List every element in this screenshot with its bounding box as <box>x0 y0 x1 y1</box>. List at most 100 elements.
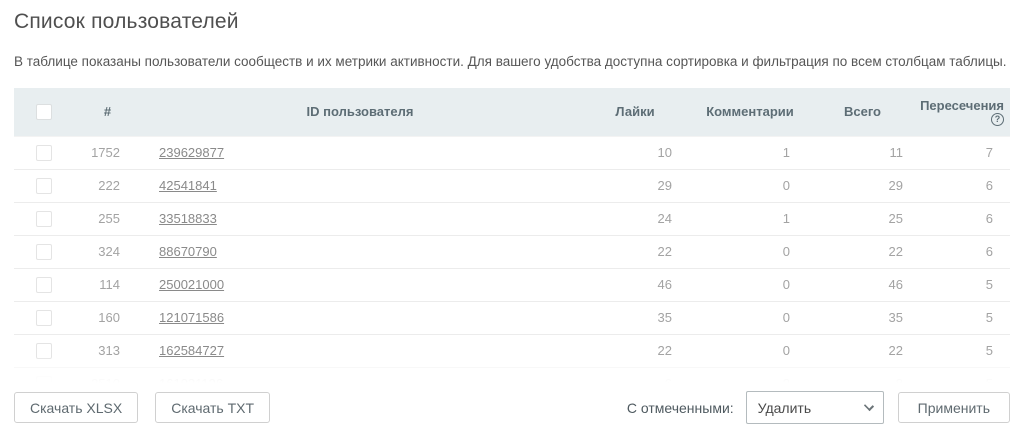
total-value: 29 <box>810 169 915 203</box>
intersections-value: 5 <box>915 268 1010 302</box>
user-id-link[interactable]: 250021000 <box>159 277 225 292</box>
total-value: 25 <box>810 202 915 236</box>
row-checkbox-cell <box>14 135 75 170</box>
user-id-cell: 121071586 <box>140 301 580 335</box>
intersections-value: 7 <box>915 135 1010 170</box>
column-header-comments[interactable]: Комментарии <box>690 88 810 136</box>
user-id-cell: 42541841 <box>140 169 580 203</box>
user-id-cell: 162584727 <box>140 334 580 368</box>
row-checkbox-cell <box>14 334 75 368</box>
row-number: 324 <box>75 235 140 269</box>
user-id-cell: 33518833 <box>140 202 580 236</box>
row-checkbox[interactable] <box>36 144 52 161</box>
comments-value: 0 <box>690 169 810 203</box>
row-number: 313 <box>75 334 140 368</box>
apply-button[interactable]: Применить <box>897 392 1010 423</box>
intersections-value: 5 <box>915 367 1010 383</box>
user-id-link[interactable]: 239629877 <box>159 145 225 160</box>
user-id-cell: 88670790 <box>140 235 580 269</box>
comments-value: 1 <box>690 135 810 170</box>
table-body: 1752 239629877 10 1 11 7 222 42541841 29… <box>14 135 1010 383</box>
select-all-cell <box>14 88 75 136</box>
table-row: 2510 161921136 6 2 8 5 <box>14 367 1010 383</box>
total-value: 35 <box>810 301 915 335</box>
user-id-link[interactable]: 42541841 <box>159 178 217 193</box>
comments-value: 1 <box>690 202 810 236</box>
select-all-checkbox[interactable] <box>36 104 52 121</box>
likes-value: 6 <box>580 367 690 383</box>
table-header: # ID пользователя Лайки Комментарии Всег… <box>14 88 1010 136</box>
column-header-number[interactable]: # <box>75 88 140 136</box>
total-value: 46 <box>810 268 915 302</box>
users-table: # ID пользователя Лайки Комментарии Всег… <box>14 88 1010 383</box>
intersections-value: 5 <box>915 301 1010 335</box>
comments-value: 0 <box>690 301 810 335</box>
likes-value: 22 <box>580 235 690 269</box>
users-table-container: # ID пользователя Лайки Комментарии Всег… <box>14 88 1010 383</box>
row-checkbox-cell <box>14 235 75 269</box>
row-checkbox-cell <box>14 268 75 302</box>
with-selected-label: С отмеченными: <box>626 399 734 416</box>
likes-value: 24 <box>580 202 690 236</box>
row-checkbox-cell <box>14 301 75 335</box>
page-title: Список пользователей <box>14 10 239 33</box>
total-value: 22 <box>810 235 915 269</box>
likes-value: 46 <box>580 268 690 302</box>
bulk-action-select-wrap: Удалить <box>745 391 884 424</box>
table-row: 114 250021000 46 0 46 5 <box>14 268 1010 302</box>
table-row: 313 162584727 22 0 22 5 <box>14 334 1010 368</box>
row-checkbox-cell <box>14 169 75 203</box>
user-id-link[interactable]: 88670790 <box>159 244 217 259</box>
user-id-link[interactable]: 33518833 <box>159 211 217 226</box>
likes-value: 10 <box>580 135 690 170</box>
column-header-total[interactable]: Всего <box>810 88 915 136</box>
column-header-user-id[interactable]: ID пользователя <box>140 88 580 136</box>
row-number: 2510 <box>75 367 140 383</box>
row-checkbox[interactable] <box>36 375 52 383</box>
comments-value: 0 <box>690 235 810 269</box>
row-checkbox[interactable] <box>36 177 52 194</box>
row-number: 255 <box>75 202 140 236</box>
comments-value: 0 <box>690 268 810 302</box>
row-number: 114 <box>75 268 140 302</box>
table-row: 222 42541841 29 0 29 6 <box>14 169 1010 203</box>
intersections-value: 6 <box>915 235 1010 269</box>
user-id-cell: 239629877 <box>140 135 580 170</box>
user-id-link[interactable]: 162584727 <box>159 343 225 358</box>
total-value: 11 <box>810 135 915 170</box>
column-header-likes[interactable]: Лайки <box>580 88 690 136</box>
comments-value: 2 <box>690 367 810 383</box>
download-buttons-group: Скачать XLSX Скачать TXT <box>14 392 271 423</box>
row-checkbox-cell <box>14 367 75 383</box>
column-header-intersections[interactable]: Пересечения? <box>915 88 1010 136</box>
likes-value: 22 <box>580 334 690 368</box>
row-checkbox-cell <box>14 202 75 236</box>
column-header-intersections-label: Пересечения <box>920 98 1004 113</box>
footer-toolbar: Скачать XLSX Скачать TXT С отмеченными: … <box>14 391 1010 424</box>
page-description: В таблице показаны пользователи сообщест… <box>14 54 1007 69</box>
help-icon[interactable]: ? <box>991 113 1004 126</box>
user-id-cell: 250021000 <box>140 268 580 302</box>
user-id-link[interactable]: 121071586 <box>159 310 225 325</box>
intersections-value: 6 <box>915 202 1010 236</box>
table-header-row: # ID пользователя Лайки Комментарии Всег… <box>14 88 1010 136</box>
total-value: 22 <box>810 334 915 368</box>
download-xlsx-button[interactable]: Скачать XLSX <box>14 392 139 423</box>
table-row: 1752 239629877 10 1 11 7 <box>14 135 1010 170</box>
download-txt-button[interactable]: Скачать TXT <box>155 392 271 423</box>
row-checkbox[interactable] <box>36 309 52 326</box>
total-value: 8 <box>810 367 915 383</box>
likes-value: 29 <box>580 169 690 203</box>
user-id-link[interactable]: 161921136 <box>159 376 223 383</box>
row-checkbox[interactable] <box>36 342 52 359</box>
table-row: 324 88670790 22 0 22 6 <box>14 235 1010 269</box>
row-checkbox[interactable] <box>36 276 52 293</box>
intersections-value: 5 <box>915 334 1010 368</box>
row-checkbox[interactable] <box>36 243 52 260</box>
row-number: 1752 <box>75 135 140 170</box>
row-number: 222 <box>75 169 140 203</box>
table-row: 255 33518833 24 1 25 6 <box>14 202 1010 236</box>
likes-value: 35 <box>580 301 690 335</box>
row-checkbox[interactable] <box>36 210 52 227</box>
bulk-action-select[interactable]: Удалить <box>745 391 884 424</box>
